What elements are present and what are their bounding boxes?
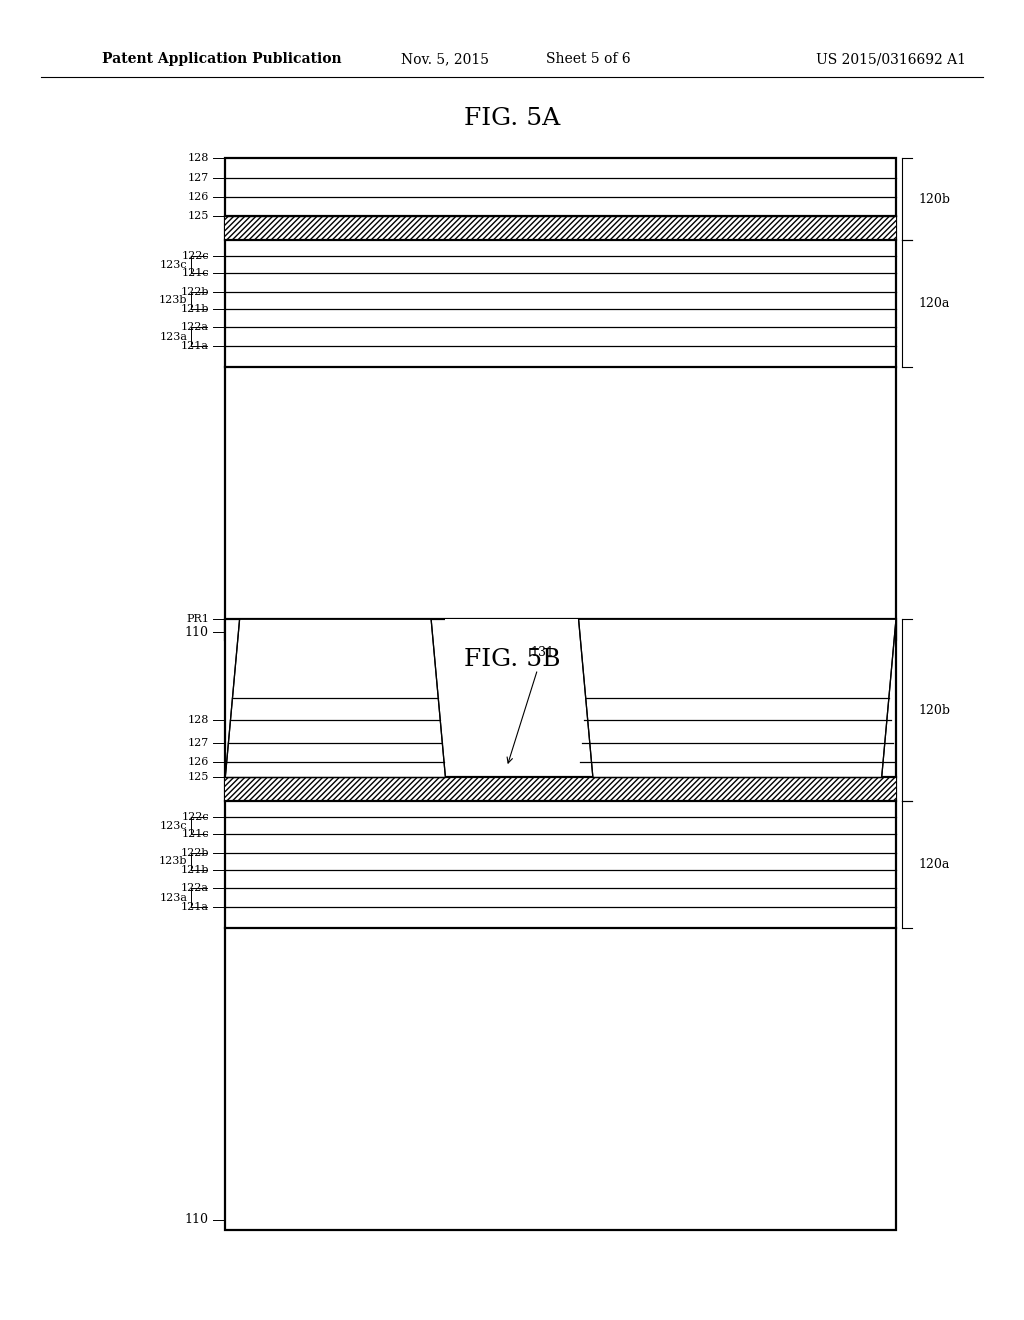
Bar (225, 216, 896, 240)
Text: 123b: 123b (159, 296, 187, 305)
Text: 127: 127 (187, 738, 209, 747)
Polygon shape (579, 619, 896, 777)
Text: 122a: 122a (181, 322, 209, 333)
Text: 123a: 123a (160, 892, 187, 903)
Text: 123c: 123c (160, 260, 187, 269)
Text: 128: 128 (187, 153, 209, 164)
Text: 120a: 120a (919, 858, 950, 871)
Text: 128: 128 (187, 715, 209, 726)
Text: Nov. 5, 2015: Nov. 5, 2015 (401, 53, 489, 66)
Bar (225, 777, 896, 801)
Text: 122b: 122b (180, 847, 209, 858)
Text: 123c: 123c (160, 821, 187, 830)
Text: 126: 126 (187, 191, 209, 202)
Text: 126: 126 (187, 756, 209, 767)
Text: 122c: 122c (181, 812, 209, 822)
Text: 121c: 121c (181, 829, 209, 840)
Text: FIG. 5B: FIG. 5B (464, 648, 560, 672)
Text: 123a: 123a (160, 331, 187, 342)
Polygon shape (225, 619, 445, 777)
Text: 127: 127 (187, 173, 209, 183)
Text: 120b: 120b (919, 193, 950, 206)
Text: 125: 125 (187, 772, 209, 783)
Text: 121c: 121c (181, 268, 209, 279)
Text: 131: 131 (530, 645, 555, 659)
Text: 121b: 121b (180, 865, 209, 875)
Text: 122a: 122a (181, 883, 209, 894)
Text: PR1: PR1 (186, 614, 209, 624)
Text: 123b: 123b (159, 857, 187, 866)
Text: 121b: 121b (180, 304, 209, 314)
Text: 121a: 121a (181, 341, 209, 351)
Bar (225, 158, 896, 640)
Text: FIG. 5A: FIG. 5A (464, 107, 560, 131)
Text: US 2015/0316692 A1: US 2015/0316692 A1 (816, 53, 966, 66)
Text: 122c: 122c (181, 251, 209, 261)
Text: 125: 125 (187, 211, 209, 222)
Text: Sheet 5 of 6: Sheet 5 of 6 (547, 53, 631, 66)
Bar (445, 619, 579, 777)
Text: 122b: 122b (180, 286, 209, 297)
Text: 110: 110 (185, 1213, 209, 1226)
Text: 120a: 120a (919, 297, 950, 310)
Bar (225, 619, 896, 1230)
Text: 120b: 120b (919, 704, 950, 717)
Text: 110: 110 (185, 626, 209, 639)
Text: Patent Application Publication: Patent Application Publication (102, 53, 342, 66)
Text: 121a: 121a (181, 902, 209, 912)
